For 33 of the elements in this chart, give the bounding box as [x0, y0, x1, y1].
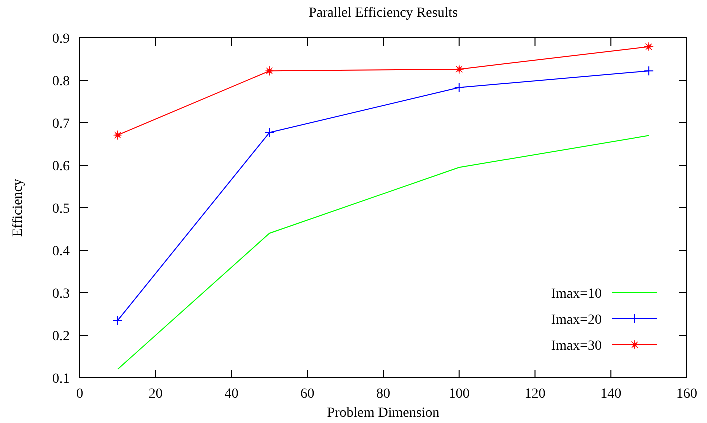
- point: [113, 130, 123, 140]
- point: [644, 66, 654, 76]
- line-series: [117, 135, 650, 370]
- y-tick-label: 0.5: [52, 202, 70, 217]
- y-tick-label: 0.1: [52, 372, 70, 387]
- x-tick-label: 0: [76, 387, 84, 402]
- point: [454, 82, 464, 93]
- y-tick-label: 0.9: [52, 32, 70, 47]
- y-tick-label: 0.4: [52, 244, 70, 260]
- legend-label: Imax=10: [551, 286, 602, 302]
- x-tick-label: 20: [148, 387, 163, 402]
- point: [112, 316, 123, 326]
- point: [264, 66, 274, 76]
- y-tick-label: 0.7: [52, 116, 70, 132]
- x-tick-label: 40: [224, 387, 239, 402]
- y-tick-label: 0.3: [52, 286, 70, 302]
- y-axis-title: Efficiency: [11, 178, 26, 238]
- point: [644, 42, 654, 52]
- point: [454, 64, 464, 74]
- point: [264, 128, 275, 138]
- x-axis-title: Problem Dimension: [327, 406, 440, 421]
- y-tick-label: 0.6: [52, 159, 70, 174]
- x-tick-label: 60: [300, 387, 315, 402]
- legend-label: Imax=30: [551, 338, 602, 354]
- x-tick-label: 100: [448, 387, 470, 402]
- y-tick-label: 0.2: [52, 329, 70, 344]
- x-tick-label: 160: [676, 387, 698, 402]
- legend-label: Imax=20: [551, 312, 602, 328]
- x-tick-label: 140: [600, 387, 622, 402]
- chart-title: Parallel Efficiency Results: [308, 6, 458, 21]
- x-tick-label: 120: [524, 387, 546, 402]
- x-tick-label: 80: [376, 387, 390, 402]
- y-tick-label: 0.8: [52, 74, 70, 90]
